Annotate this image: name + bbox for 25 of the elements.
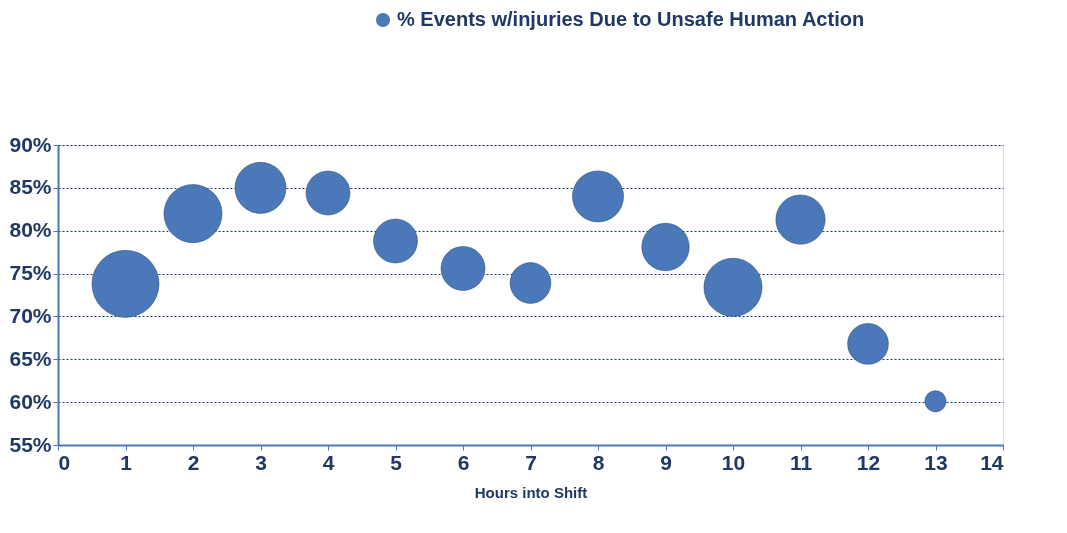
x-tick-label: 12 (856, 450, 881, 474)
y-tick-label: 55% (9, 432, 52, 456)
x-tick-label: 11 (789, 450, 813, 474)
y-tick-label: 90% (9, 132, 52, 156)
y-tick-label: 65% (9, 346, 52, 370)
x-tick-label: 9 (660, 450, 672, 474)
y-tick-label: 60% (9, 389, 52, 413)
x-tick-label: 1 (120, 450, 133, 474)
y-tick-label: 80% (9, 218, 52, 242)
x-tick-label: 6 (457, 450, 470, 474)
x-tick-label: 7 (525, 450, 537, 474)
legend-label: % Events w/injuries Due to Unsafe Human Action (397, 8, 865, 30)
x-tick-label: 3 (255, 450, 267, 474)
y-tick-label: 85% (9, 175, 52, 199)
x-tick-label: 5 (390, 450, 403, 474)
x-tick-label: 2 (187, 450, 200, 474)
x-tick-label: 13 (924, 450, 948, 474)
x-tick-label: 0 (58, 450, 71, 474)
y-tick-label: 75% (9, 261, 52, 285)
y-tick-label: 70% (9, 303, 52, 327)
x-tick-label: 8 (592, 450, 605, 474)
x-axis-title: Hours into Shift (474, 483, 588, 501)
x-tick-label: 10 (721, 450, 746, 474)
x-tick-label: 4 (322, 450, 335, 474)
x-tick-label: 14 (980, 450, 1004, 474)
